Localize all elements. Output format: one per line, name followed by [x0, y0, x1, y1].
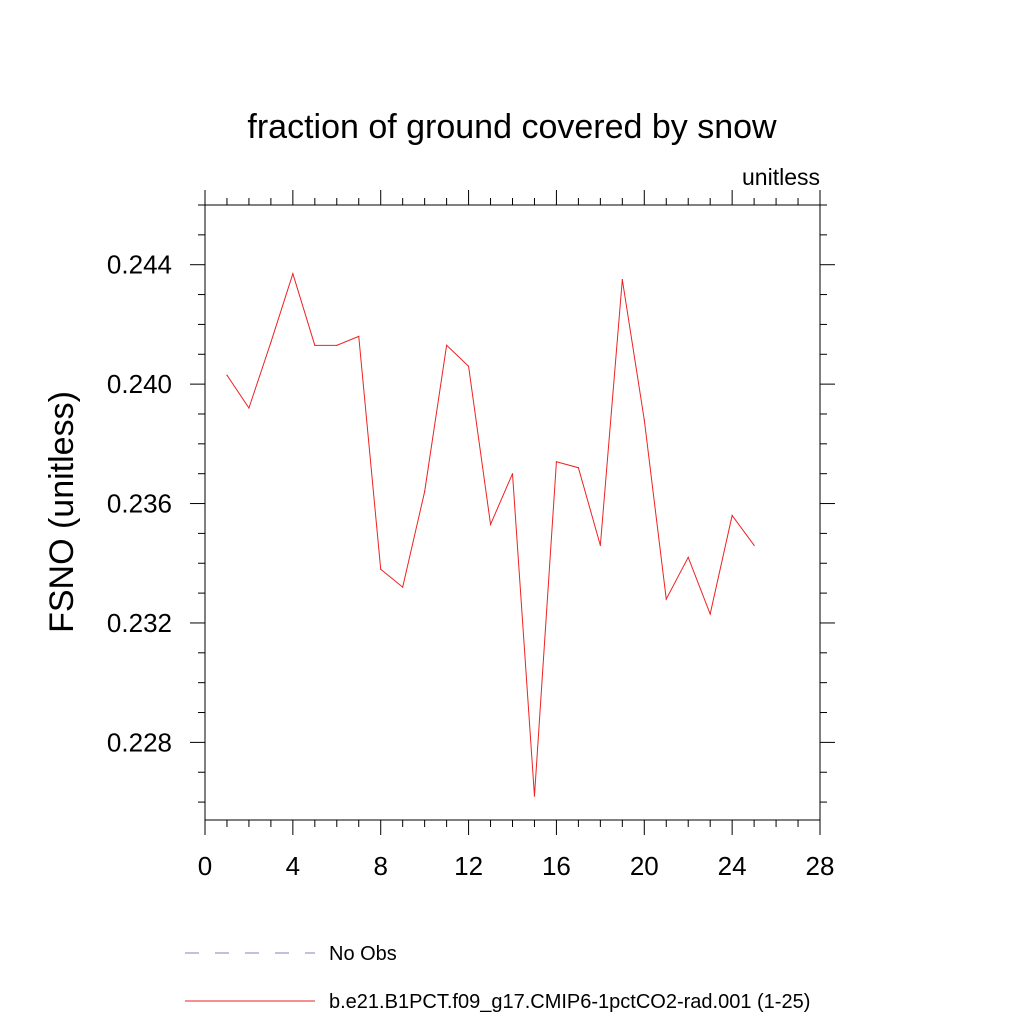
data-point: [731, 514, 733, 517]
chart-title: fraction of ground covered by snow: [247, 108, 777, 146]
y-tick-label: 0.236: [107, 489, 172, 519]
y-tick-label: 0.228: [107, 727, 172, 757]
data-point: [709, 613, 711, 615]
legend-label: No Obs: [329, 943, 397, 965]
data-point: [358, 335, 360, 337]
data-point: [599, 544, 601, 546]
axis-ticks: [190, 190, 835, 835]
data-point: [555, 461, 558, 463]
data-point: [336, 344, 338, 346]
x-tick-label: 24: [718, 851, 747, 881]
y-tick-label: 0.232: [107, 608, 172, 638]
x-tick-label: 12: [454, 851, 483, 881]
y-axis-label: FSNO (unitless): [43, 391, 81, 633]
data-point: [248, 407, 250, 409]
x-tick-label: 8: [373, 851, 387, 881]
data-point: [643, 419, 645, 421]
data-point: [292, 273, 294, 275]
data-point: [424, 491, 426, 493]
data-point: [511, 473, 514, 475]
y-tick-label: 0.244: [107, 250, 172, 280]
y-tick-label: 0.240: [107, 369, 172, 399]
x-tick-label: 0: [198, 851, 212, 881]
x-tick-label: 16: [542, 851, 571, 881]
x-tick-label: 28: [806, 851, 835, 881]
data-point: [380, 568, 382, 570]
data-point: [446, 344, 448, 346]
data-point: [270, 341, 272, 343]
legend-label: b.e21.B1PCT.f09_g17.CMIP6-1pctCO2-rad.00…: [329, 991, 810, 1013]
data-point: [665, 598, 667, 600]
x-tick-label: 4: [286, 851, 300, 881]
data-point: [314, 344, 316, 346]
data-point: [687, 556, 689, 558]
data-point: [533, 795, 536, 797]
axis-tick-labels: 0 4 8 12 16 20 24 28 0.228 0.232 0.236 0.240 0.244: [107, 250, 835, 881]
data-point: [226, 374, 228, 376]
series-layer: [226, 271, 755, 797]
data-point: [467, 365, 470, 367]
plot-frame: [204, 204, 821, 821]
series-line: [226, 271, 755, 797]
data-point: [402, 586, 404, 588]
data-point: [621, 279, 623, 281]
legend: No Obs b.e21.B1PCT.f09_g17.CMIP6-1pctCO2-…: [185, 943, 810, 1013]
data-point: [489, 523, 492, 526]
units-label: unitless: [742, 164, 820, 190]
data-point: [577, 467, 579, 469]
data-point: [753, 544, 755, 546]
x-tick-label: 20: [630, 851, 659, 881]
